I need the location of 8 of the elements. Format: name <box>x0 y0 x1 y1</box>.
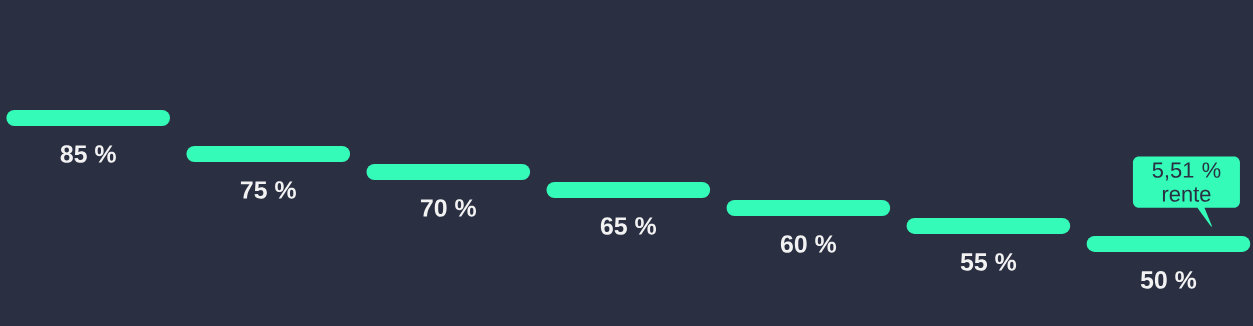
data-label: 85 % <box>60 145 116 163</box>
data-label: 65 % <box>600 217 657 235</box>
data-label: 75 % <box>240 181 296 199</box>
data-label: 50 % <box>1140 271 1197 289</box>
data-label: 70 % <box>420 199 476 217</box>
data-label: 60 % <box>780 235 837 253</box>
data-label: 55 % <box>960 253 1017 271</box>
text: 5,51 % rente <box>1152 162 1221 202</box>
